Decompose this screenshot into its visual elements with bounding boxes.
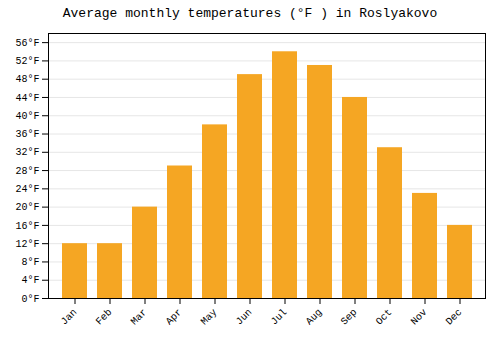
svg-text:52°F: 52°F [15,56,39,67]
svg-text:Apr: Apr [164,307,185,328]
svg-text:4°F: 4°F [21,275,39,286]
svg-text:28°F: 28°F [15,166,39,177]
svg-text:8°F: 8°F [21,257,39,268]
svg-text:56°F: 56°F [15,38,39,49]
svg-text:24°F: 24°F [15,184,39,195]
svg-text:16°F: 16°F [15,221,39,232]
svg-text:Mar: Mar [129,307,150,328]
html-text:Average monthly temperatures (: Average monthly temperatures (°F ) in Ro… [62,6,438,21]
svg-text:May: May [199,307,220,328]
svg-text:40°F: 40°F [15,111,39,122]
svg-text:0°F: 0°F [21,294,39,305]
svg-text:48°F: 48°F [15,74,39,85]
svg-text:Oct: Oct [374,307,395,328]
svg-text:44°F: 44°F [15,93,39,104]
svg-text:Sep: Sep [339,307,360,328]
svg-text:Jun: Jun [234,307,255,328]
svg-text:Aug: Aug [304,307,325,328]
svg-text:Feb: Feb [94,307,115,328]
svg-text:Nov: Nov [409,307,430,328]
svg-text:20°F: 20°F [15,202,39,213]
svg-text:Jul: Jul [269,307,290,328]
svg-text:Jan: Jan [59,307,80,328]
svg-text:Dec: Dec [444,307,465,328]
svg-text:32°F: 32°F [15,147,39,158]
svg-text:36°F: 36°F [15,129,39,140]
svg-text:12°F: 12°F [15,239,39,250]
